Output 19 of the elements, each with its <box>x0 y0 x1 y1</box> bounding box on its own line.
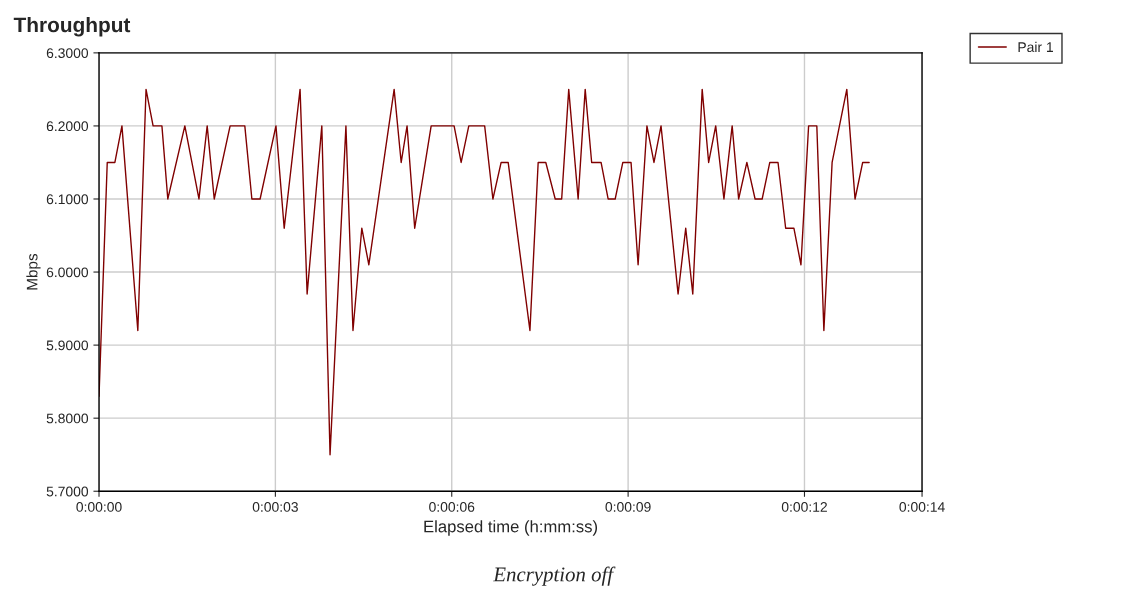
x-tick-label: 0:00:06 <box>429 502 475 512</box>
text: Encryption off <box>493 566 616 586</box>
x-tick-label: 0:00:14 <box>899 502 945 512</box>
x-tick-label: 0:00:09 <box>605 502 651 512</box>
y-tick-label: 5.7000 <box>46 486 89 497</box>
x-axis-title: Elapsed time (h:mm:ss) <box>424 520 598 536</box>
y-tick-label: 6.1000 <box>46 194 89 205</box>
y-tick-label: 6.2000 <box>46 121 89 132</box>
y-tick-label: 5.8000 <box>46 413 89 424</box>
y-axis-title: Mbps <box>26 253 41 290</box>
y-tick-label: 6.3000 <box>46 48 89 59</box>
x-tick-label: 0:00:00 <box>76 502 122 512</box>
x-tick-label: 0:00:03 <box>252 502 298 512</box>
line-series <box>99 88 870 456</box>
x-tick-label: 0:00:12 <box>781 502 827 512</box>
y-tick-label: 5.9000 <box>46 340 89 351</box>
legend-label: Pair 1 <box>1018 41 1053 53</box>
chart-title: Throughput <box>13 16 131 37</box>
y-tick-label: 6.0000 <box>46 267 89 278</box>
